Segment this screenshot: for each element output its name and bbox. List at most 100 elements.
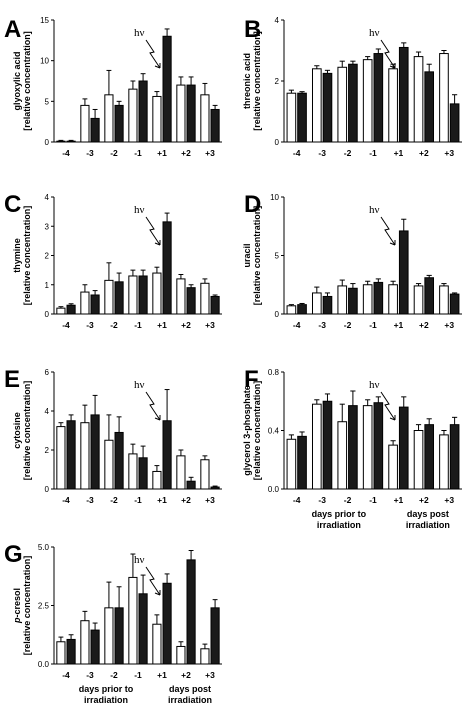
bar-open (176, 645, 186, 665)
panel-label: F (244, 366, 259, 393)
y-tick-label: 5.0 (38, 543, 50, 552)
x-tick-label: -2 (344, 320, 352, 330)
x-tick-label: +3 (444, 148, 454, 158)
x-tick-label: +1 (157, 670, 167, 680)
x-group-label: days prior to (79, 684, 134, 694)
bar-open (286, 92, 297, 143)
panel-G: G 0.0 2.5 5.0 p-cresol[relative concentratio… (4, 541, 222, 704)
bar-filled (322, 295, 333, 315)
x-group-label: days post (169, 684, 211, 694)
bar-open (337, 285, 348, 315)
bar-open (388, 444, 398, 490)
hv-arrowhead (389, 240, 396, 246)
panel-D: D 0 5 10 uracil[relative concentration] -4 -3 -… (242, 191, 462, 330)
x-tick-label: -1 (134, 670, 142, 680)
bar-open (362, 284, 373, 315)
x-tick-label: -3 (318, 148, 326, 158)
y-tick-label: 10 (270, 193, 279, 202)
bar-open (337, 421, 348, 490)
x-tick-label: -2 (110, 320, 118, 330)
y-tick-label: 0 (45, 485, 50, 494)
y-axis-label-line: cytosine (12, 412, 22, 449)
italic-prefix: p (12, 617, 22, 624)
bar-filled (66, 420, 76, 490)
x-tick-label: -4 (62, 320, 70, 330)
bar-filled (186, 480, 196, 490)
x-tick-label: +2 (181, 148, 191, 158)
y-axis-label-line: [relative concentration] (22, 556, 32, 656)
label-rest: -cresol (12, 588, 22, 618)
bar-open (128, 88, 138, 143)
y-tick-label: 4 (275, 16, 280, 25)
x-tick-label: +3 (205, 495, 215, 505)
y-axis-label-line: threonic acid (242, 53, 252, 109)
bar-open (439, 53, 449, 143)
bar-open (56, 426, 66, 490)
bar-filled (114, 431, 124, 490)
y-axis-label: thymine[relative concentration] (12, 206, 32, 306)
bar-open (152, 95, 162, 143)
bar-open (311, 403, 322, 490)
x-tick-label: +3 (444, 320, 454, 330)
x-tick-label: -3 (86, 670, 94, 680)
x-tick-label: +2 (419, 320, 429, 330)
y-axis-label: glycerol 3-phosphate[relative concentrat… (242, 381, 262, 481)
bar-open (104, 439, 114, 490)
x-tick-label: +3 (205, 320, 215, 330)
y-axis-label-line: [relative concentration] (252, 206, 262, 306)
hv-arrowhead (154, 240, 161, 246)
bar-filled (210, 486, 220, 490)
hv-arrowhead (389, 63, 396, 69)
bar-open (439, 434, 449, 490)
y-tick-label: 0.0 (268, 485, 280, 494)
x-tick-label: +3 (205, 670, 215, 680)
hv-arrow (380, 391, 396, 421)
hv-arrowhead (154, 590, 161, 596)
y-tick-label: 0.4 (268, 427, 280, 436)
y-axis-label-line: [relative concentration] (252, 381, 262, 481)
y-axis-label: uracil[relative concentration] (242, 206, 262, 306)
y-tick-label: 6 (45, 368, 50, 377)
y-axis-label-line: [relative concentration] (22, 31, 32, 131)
bar-filled (297, 92, 307, 143)
y-axis-label: cytosine[relative concentration] (12, 381, 32, 481)
bar-filled (186, 287, 196, 315)
panel-C: C 0 1 2 3 4 thymine[relative concentration] -4 -… (4, 191, 222, 330)
x-group-label: irradiation (84, 695, 128, 704)
y-tick-label: 0.8 (268, 368, 280, 377)
bar-filled (114, 104, 124, 143)
y-axis-label-line: glycerol 3-phosphate (242, 385, 252, 476)
x-tick-label: +1 (157, 148, 167, 158)
bar-filled (210, 295, 220, 315)
y-tick-label: 4 (45, 407, 50, 416)
bar-open (176, 455, 186, 490)
y-tick-label: 0 (275, 310, 280, 319)
hv-label: hν (134, 204, 145, 216)
panel-E: E 0 2 4 6 cytosine[relative concentration] -4 -… (4, 366, 222, 505)
x-tick-label: +2 (181, 495, 191, 505)
x-group-label: days prior to (312, 509, 367, 519)
panel-label: A (4, 16, 21, 43)
bar-open (104, 279, 114, 315)
bar-filled (297, 304, 307, 315)
hv-label: hν (369, 379, 380, 391)
bar-filled (162, 221, 172, 315)
bar-open (388, 68, 398, 143)
hv-arrow (145, 566, 161, 596)
y-tick-label: 2 (45, 252, 50, 261)
bar-filled (162, 35, 172, 143)
bar-filled (210, 108, 220, 143)
x-tick-label: -3 (318, 495, 326, 505)
bar-open (388, 284, 398, 315)
x-tick-label: -1 (369, 320, 377, 330)
bar-open (439, 285, 449, 315)
bar-filled (373, 402, 384, 490)
y-axis-label-line: [relative concentration] (22, 381, 32, 481)
x-tick-label: -2 (110, 148, 118, 158)
bar-filled (162, 420, 172, 490)
x-tick-label: -4 (62, 670, 70, 680)
bar-open (128, 453, 138, 490)
y-tick-label: 1 (45, 281, 50, 290)
panel-label: D (244, 191, 261, 218)
x-tick-label: -3 (86, 148, 94, 158)
